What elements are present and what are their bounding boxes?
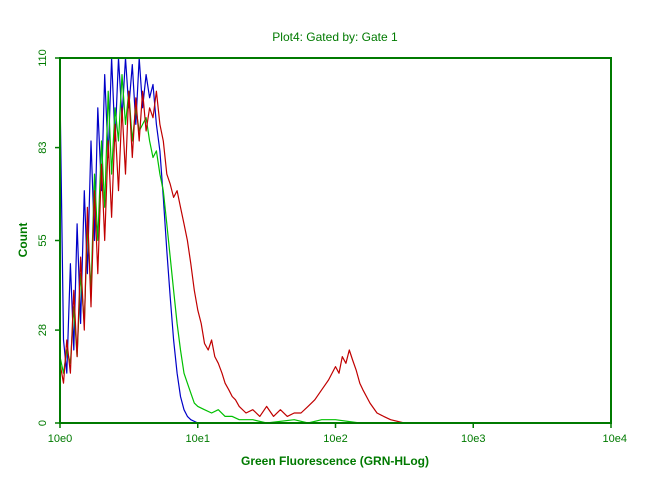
plot-frame: [59, 57, 612, 424]
x-tick-label: 10e1: [186, 433, 210, 445]
x-tick-label: 10e3: [461, 433, 485, 445]
series-line-3: [59, 90, 611, 424]
y-tick-label: 83: [37, 141, 49, 153]
chart-title: Plot4: Gated by: Gate 1: [272, 30, 398, 44]
y-axis-label: Count: [16, 223, 30, 258]
y-tick-label: 0: [37, 420, 49, 426]
y-tick-label: 28: [37, 324, 49, 336]
y-tick-label: 110: [37, 49, 49, 67]
x-axis-label: Green Fluorescence (GRN-HLog): [241, 454, 429, 468]
x-tick-label: 10e0: [48, 433, 72, 445]
y-tick-label: 55: [37, 234, 49, 246]
x-tick-label: 10e2: [323, 433, 347, 445]
series-layer: [59, 57, 611, 424]
x-tick-label: 10e4: [603, 433, 627, 445]
series-line-1: [59, 57, 611, 424]
y-axis-ticks: 0 28 55 83 110: [37, 49, 60, 426]
x-axis-ticks: 10e0 10e1 10e2 10e3 10e4: [48, 423, 627, 445]
series-line-2: [59, 73, 611, 424]
